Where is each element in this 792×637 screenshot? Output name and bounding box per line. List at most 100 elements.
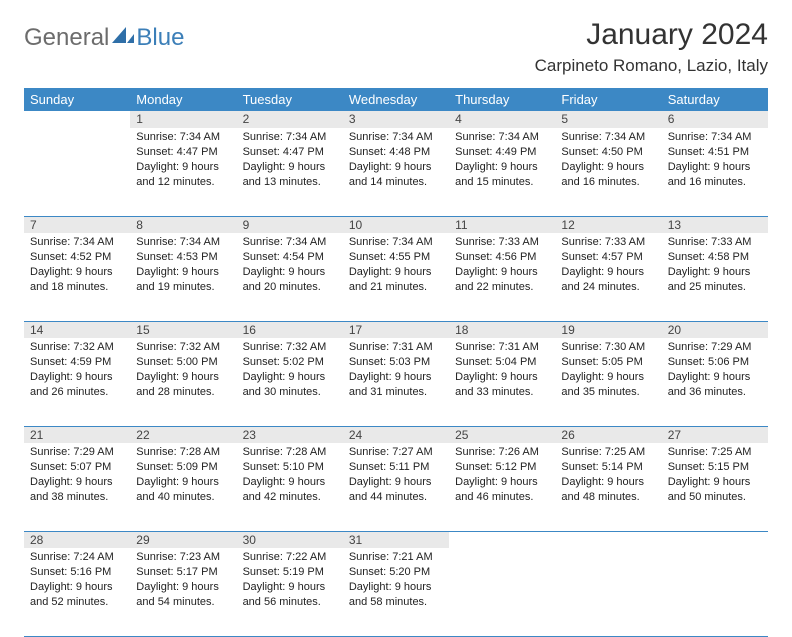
- sunrise-text: Sunrise: 7:29 AM: [668, 340, 762, 355]
- sunset-text: Sunset: 5:06 PM: [668, 355, 762, 370]
- day1-text: Daylight: 9 hours: [455, 475, 549, 490]
- sunset-text: Sunset: 4:50 PM: [561, 145, 655, 160]
- title-block: January 2024 Carpineto Romano, Lazio, It…: [535, 18, 768, 76]
- day2-text: and 16 minutes.: [561, 175, 655, 190]
- day1-text: Daylight: 9 hours: [561, 265, 655, 280]
- day1-text: Daylight: 9 hours: [243, 265, 337, 280]
- day1-text: Daylight: 9 hours: [668, 160, 762, 175]
- day-cell: Sunrise: 7:23 AMSunset: 5:17 PMDaylight:…: [130, 548, 236, 636]
- sunrise-text: Sunrise: 7:31 AM: [349, 340, 443, 355]
- day2-text: and 28 minutes.: [136, 385, 230, 400]
- day-cell: Sunrise: 7:34 AMSunset: 4:52 PMDaylight:…: [24, 233, 130, 321]
- day-header: Saturday: [662, 88, 768, 111]
- day2-text: and 18 minutes.: [30, 280, 124, 295]
- day-cell: Sunrise: 7:34 AMSunset: 4:49 PMDaylight:…: [449, 128, 555, 216]
- day2-text: and 46 minutes.: [455, 490, 549, 505]
- day-number: [24, 111, 130, 128]
- day2-text: and 14 minutes.: [349, 175, 443, 190]
- day-number: 5: [555, 111, 661, 128]
- day2-text: and 56 minutes.: [243, 595, 337, 610]
- day1-text: Daylight: 9 hours: [349, 475, 443, 490]
- day-number: 21: [24, 426, 130, 443]
- sunset-text: Sunset: 5:14 PM: [561, 460, 655, 475]
- day1-text: Daylight: 9 hours: [349, 370, 443, 385]
- day2-text: and 42 minutes.: [243, 490, 337, 505]
- day2-text: and 21 minutes.: [349, 280, 443, 295]
- day1-text: Daylight: 9 hours: [455, 265, 549, 280]
- day1-text: Daylight: 9 hours: [136, 370, 230, 385]
- day2-text: and 19 minutes.: [136, 280, 230, 295]
- day2-text: and 44 minutes.: [349, 490, 443, 505]
- sunset-text: Sunset: 5:07 PM: [30, 460, 124, 475]
- day1-text: Daylight: 9 hours: [136, 160, 230, 175]
- day2-text: and 48 minutes.: [561, 490, 655, 505]
- day1-text: Daylight: 9 hours: [30, 370, 124, 385]
- day-number: 30: [237, 531, 343, 548]
- sunrise-text: Sunrise: 7:28 AM: [243, 445, 337, 460]
- sunrise-text: Sunrise: 7:34 AM: [668, 130, 762, 145]
- day-cell: Sunrise: 7:33 AMSunset: 4:56 PMDaylight:…: [449, 233, 555, 321]
- day-cell: Sunrise: 7:34 AMSunset: 4:50 PMDaylight:…: [555, 128, 661, 216]
- sunset-text: Sunset: 4:53 PM: [136, 250, 230, 265]
- day-cell: Sunrise: 7:25 AMSunset: 5:15 PMDaylight:…: [662, 443, 768, 531]
- sail-icon: [112, 25, 134, 45]
- day-number: 13: [662, 216, 768, 233]
- logo-text-general: General: [24, 24, 109, 52]
- sunrise-text: Sunrise: 7:25 AM: [668, 445, 762, 460]
- day-number: 4: [449, 111, 555, 128]
- day-header: Tuesday: [237, 88, 343, 111]
- sunrise-text: Sunrise: 7:34 AM: [243, 130, 337, 145]
- sunrise-text: Sunrise: 7:28 AM: [136, 445, 230, 460]
- day-cell: [555, 548, 661, 636]
- daynum-row: 78910111213: [24, 216, 768, 233]
- sunset-text: Sunset: 5:03 PM: [349, 355, 443, 370]
- day-number: 24: [343, 426, 449, 443]
- location-subtitle: Carpineto Romano, Lazio, Italy: [535, 56, 768, 76]
- day-cell: Sunrise: 7:34 AMSunset: 4:47 PMDaylight:…: [237, 128, 343, 216]
- day-number: [555, 531, 661, 548]
- day-cell: Sunrise: 7:29 AMSunset: 5:07 PMDaylight:…: [24, 443, 130, 531]
- day-number: 19: [555, 321, 661, 338]
- day2-text: and 24 minutes.: [561, 280, 655, 295]
- day2-text: and 16 minutes.: [668, 175, 762, 190]
- day-number: 14: [24, 321, 130, 338]
- day2-text: and 13 minutes.: [243, 175, 337, 190]
- sunrise-text: Sunrise: 7:31 AM: [455, 340, 549, 355]
- day2-text: and 40 minutes.: [136, 490, 230, 505]
- daynum-row: 123456: [24, 111, 768, 128]
- sunset-text: Sunset: 4:51 PM: [668, 145, 762, 160]
- day1-text: Daylight: 9 hours: [561, 160, 655, 175]
- sunset-text: Sunset: 5:04 PM: [455, 355, 549, 370]
- day-header: Monday: [130, 88, 236, 111]
- day1-text: Daylight: 9 hours: [136, 580, 230, 595]
- day-number: [662, 531, 768, 548]
- day-cell: Sunrise: 7:26 AMSunset: 5:12 PMDaylight:…: [449, 443, 555, 531]
- day1-text: Daylight: 9 hours: [668, 475, 762, 490]
- day2-text: and 26 minutes.: [30, 385, 124, 400]
- sunset-text: Sunset: 4:48 PM: [349, 145, 443, 160]
- sunset-text: Sunset: 5:05 PM: [561, 355, 655, 370]
- day-cell: Sunrise: 7:24 AMSunset: 5:16 PMDaylight:…: [24, 548, 130, 636]
- sunrise-text: Sunrise: 7:34 AM: [349, 235, 443, 250]
- day-number: 18: [449, 321, 555, 338]
- day2-text: and 12 minutes.: [136, 175, 230, 190]
- sunset-text: Sunset: 4:55 PM: [349, 250, 443, 265]
- day-number: 12: [555, 216, 661, 233]
- day-number: 15: [130, 321, 236, 338]
- day1-text: Daylight: 9 hours: [243, 475, 337, 490]
- day-cell: Sunrise: 7:32 AMSunset: 5:00 PMDaylight:…: [130, 338, 236, 426]
- day-cell: [662, 548, 768, 636]
- sunrise-text: Sunrise: 7:27 AM: [349, 445, 443, 460]
- day-number: 11: [449, 216, 555, 233]
- day2-text: and 25 minutes.: [668, 280, 762, 295]
- sunset-text: Sunset: 4:47 PM: [136, 145, 230, 160]
- sunrise-text: Sunrise: 7:32 AM: [30, 340, 124, 355]
- sunrise-text: Sunrise: 7:33 AM: [668, 235, 762, 250]
- day-cell: Sunrise: 7:34 AMSunset: 4:48 PMDaylight:…: [343, 128, 449, 216]
- day-number: 16: [237, 321, 343, 338]
- day-number: 28: [24, 531, 130, 548]
- day-header: Friday: [555, 88, 661, 111]
- day-header-row: Sunday Monday Tuesday Wednesday Thursday…: [24, 88, 768, 111]
- daynum-row: 14151617181920: [24, 321, 768, 338]
- sunset-text: Sunset: 5:02 PM: [243, 355, 337, 370]
